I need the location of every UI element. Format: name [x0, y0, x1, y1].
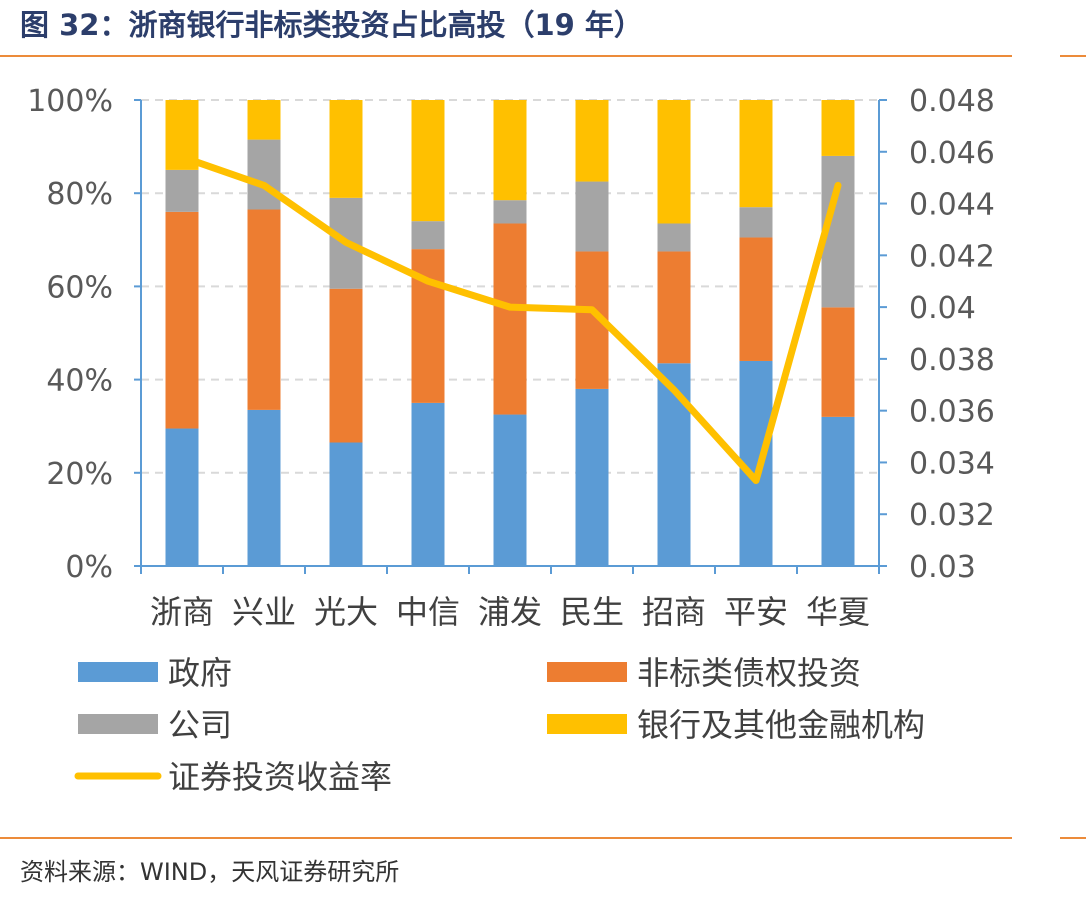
- legend-label: 非标类债权投资: [637, 654, 861, 692]
- bar-segment: [657, 223, 691, 252]
- bar-segment: [821, 416, 855, 566]
- x-tick-label: 光大: [314, 593, 378, 631]
- bottom-rule-right: [1060, 837, 1086, 839]
- y-left-tick-label: 80%: [46, 177, 113, 212]
- bar-segment: [657, 251, 691, 364]
- bar-segment: [165, 169, 199, 212]
- x-tick-label: 浦发: [478, 593, 542, 631]
- y-left-tick-label: 20%: [46, 457, 113, 492]
- bar-segment: [575, 388, 609, 566]
- bars: [165, 100, 855, 566]
- x-tick-label: 招商: [642, 593, 706, 631]
- bar-segment: [739, 237, 773, 361]
- yield-point: [837, 184, 839, 187]
- y-right-tick-label: 0.048: [909, 84, 995, 119]
- bar-segment: [411, 402, 445, 566]
- top-rule: [0, 55, 1012, 57]
- axes: 0% 20% 40% 60% 80% 100% 0.03 0.032 0.034 0.036 0.0…: [27, 84, 995, 631]
- bar-segment: [247, 100, 281, 140]
- bottom-rule: [0, 837, 1012, 839]
- yield-point: [263, 184, 265, 187]
- yield-point: [427, 280, 429, 283]
- x-tick-label: 浙商: [150, 593, 214, 631]
- bar-segment: [493, 414, 527, 566]
- bar-segment: [411, 100, 445, 222]
- y-right-tick-label: 0.03: [909, 550, 976, 585]
- legend-label: 银行及其他金融机构: [637, 706, 925, 744]
- bar-segment: [329, 288, 363, 443]
- bar-segment: [575, 181, 609, 252]
- x-tick-label: 平安: [724, 593, 788, 631]
- yield-point: [181, 155, 183, 158]
- bar-segment: [821, 307, 855, 417]
- legend-swatch: [547, 714, 627, 734]
- bar-segment: [575, 100, 609, 182]
- bar-segment: [247, 409, 281, 566]
- legend-label: 政府: [168, 654, 232, 692]
- y-left-tick-label: 60%: [46, 270, 113, 305]
- y-right-tick-label: 0.04: [909, 291, 976, 326]
- legend-swatch: [78, 662, 158, 682]
- yield-point: [345, 241, 347, 244]
- bar-segment: [821, 100, 855, 156]
- bar-segment: [411, 221, 445, 250]
- bar-segment: [247, 209, 281, 410]
- x-tick-label: 兴业: [232, 593, 296, 631]
- y-right-tick-label: 0.036: [909, 395, 995, 430]
- bar-segment: [493, 100, 527, 201]
- bar-segment: [657, 100, 691, 224]
- x-tick-label: 华夏: [806, 593, 870, 631]
- bar-segment: [247, 139, 281, 210]
- yield-point: [509, 306, 511, 309]
- yield-point: [673, 388, 675, 391]
- x-tick-label: 民生: [560, 593, 624, 631]
- bar-segment: [493, 200, 527, 224]
- x-tick-label: 中信: [396, 593, 460, 631]
- yield-point: [591, 308, 593, 311]
- bar-segment: [329, 100, 363, 198]
- top-rule-right: [1060, 55, 1086, 57]
- legend-swatch: [547, 662, 627, 682]
- chart-canvas: 0% 20% 40% 60% 80% 100% 0.03 0.032 0.034 0.036 0.0…: [27, 84, 995, 796]
- yield-line: [178, 153, 842, 485]
- y-right-tick-label: 0.034: [909, 446, 995, 481]
- bar-segment: [165, 211, 199, 429]
- chart-title: 图 32：浙商银行非标类投资占比高投（19 年）: [20, 8, 643, 42]
- y-left-tick-label: 100%: [27, 84, 113, 119]
- legend-swatch: [78, 714, 158, 734]
- y-right-tick-label: 0.044: [909, 188, 995, 223]
- bar-segment: [165, 428, 199, 566]
- y-right-tick-label: 0.038: [909, 343, 995, 378]
- y-right-tick-label: 0.042: [909, 239, 995, 274]
- legend-label: 证券投资收益率: [168, 758, 392, 796]
- yield-point: [755, 479, 757, 482]
- y-left-tick-label: 0%: [65, 550, 113, 585]
- bar-segment: [739, 207, 773, 238]
- source-note: 资料来源：WIND，天风证券研究所: [20, 858, 400, 886]
- legend-label: 公司: [168, 706, 232, 744]
- y-right-tick-label: 0.032: [909, 498, 995, 533]
- y-left-tick-label: 40%: [46, 364, 113, 399]
- y-right-tick-label: 0.046: [909, 136, 995, 171]
- bar-segment: [739, 100, 773, 208]
- bar-segment: [329, 442, 363, 566]
- bar-segment: [493, 223, 527, 415]
